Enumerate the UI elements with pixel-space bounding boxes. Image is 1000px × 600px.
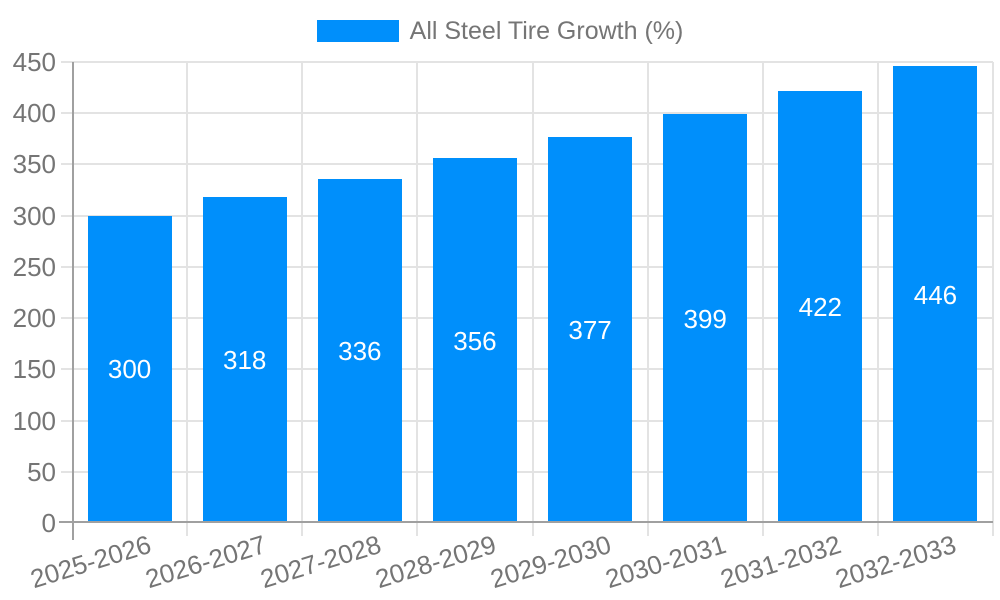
bar-value-label: 422 — [798, 291, 842, 322]
bar[interactable]: 318 — [202, 197, 287, 523]
x-gridline — [531, 62, 534, 536]
legend-label: All Steel Tire Growth (%) — [409, 17, 684, 45]
bar[interactable]: 300 — [87, 215, 172, 523]
y-axis-label: 350 — [12, 149, 56, 180]
y-axis-label: 100 — [12, 405, 56, 436]
y-gridline — [61, 112, 993, 115]
y-axis-label: 250 — [12, 251, 56, 282]
bar-value-label: 356 — [453, 325, 497, 356]
legend-color-swatch — [316, 20, 399, 42]
x-gridline — [646, 62, 649, 536]
bar[interactable]: 336 — [317, 178, 402, 523]
y-axis-label: 300 — [12, 200, 56, 231]
y-gridline — [61, 265, 993, 268]
y-gridline — [61, 61, 993, 63]
bar[interactable]: 356 — [432, 158, 517, 523]
x-gridline — [876, 62, 879, 536]
x-gridline — [186, 62, 189, 536]
bar-value-label: 318 — [222, 345, 267, 376]
y-gridline — [61, 163, 993, 166]
y-axis-label: 200 — [12, 303, 56, 334]
y-gridline — [61, 317, 993, 320]
bar-value-label: 446 — [913, 279, 958, 310]
bar-value-label: 336 — [338, 335, 382, 366]
x-gridline — [416, 62, 419, 536]
x-gridline — [301, 62, 304, 536]
y-axis-label: 450 — [12, 47, 56, 77]
x-gridline — [761, 62, 764, 536]
bar[interactable]: 446 — [893, 66, 978, 523]
y-axis-label: 400 — [12, 98, 56, 129]
bar-value-label: 377 — [568, 314, 612, 345]
y-axis-label: 150 — [12, 354, 56, 385]
bar[interactable]: 399 — [663, 114, 748, 523]
bar[interactable]: 422 — [778, 90, 863, 523]
y-gridline — [61, 368, 993, 371]
bar-value-label: 300 — [107, 354, 152, 385]
bar-value-label: 399 — [683, 303, 727, 334]
y-gridline — [61, 419, 993, 422]
y-axis-label: 50 — [27, 456, 56, 487]
y-axis-label: 0 — [41, 508, 56, 538]
x-axis-line — [59, 521, 993, 523]
legend[interactable]: All Steel Tire Growth (%) — [0, 17, 1000, 45]
x-gridline — [992, 62, 994, 536]
y-axis-line — [72, 62, 74, 540]
bar[interactable]: 377 — [548, 136, 633, 523]
y-gridline — [61, 470, 993, 473]
y-gridline — [61, 214, 993, 217]
